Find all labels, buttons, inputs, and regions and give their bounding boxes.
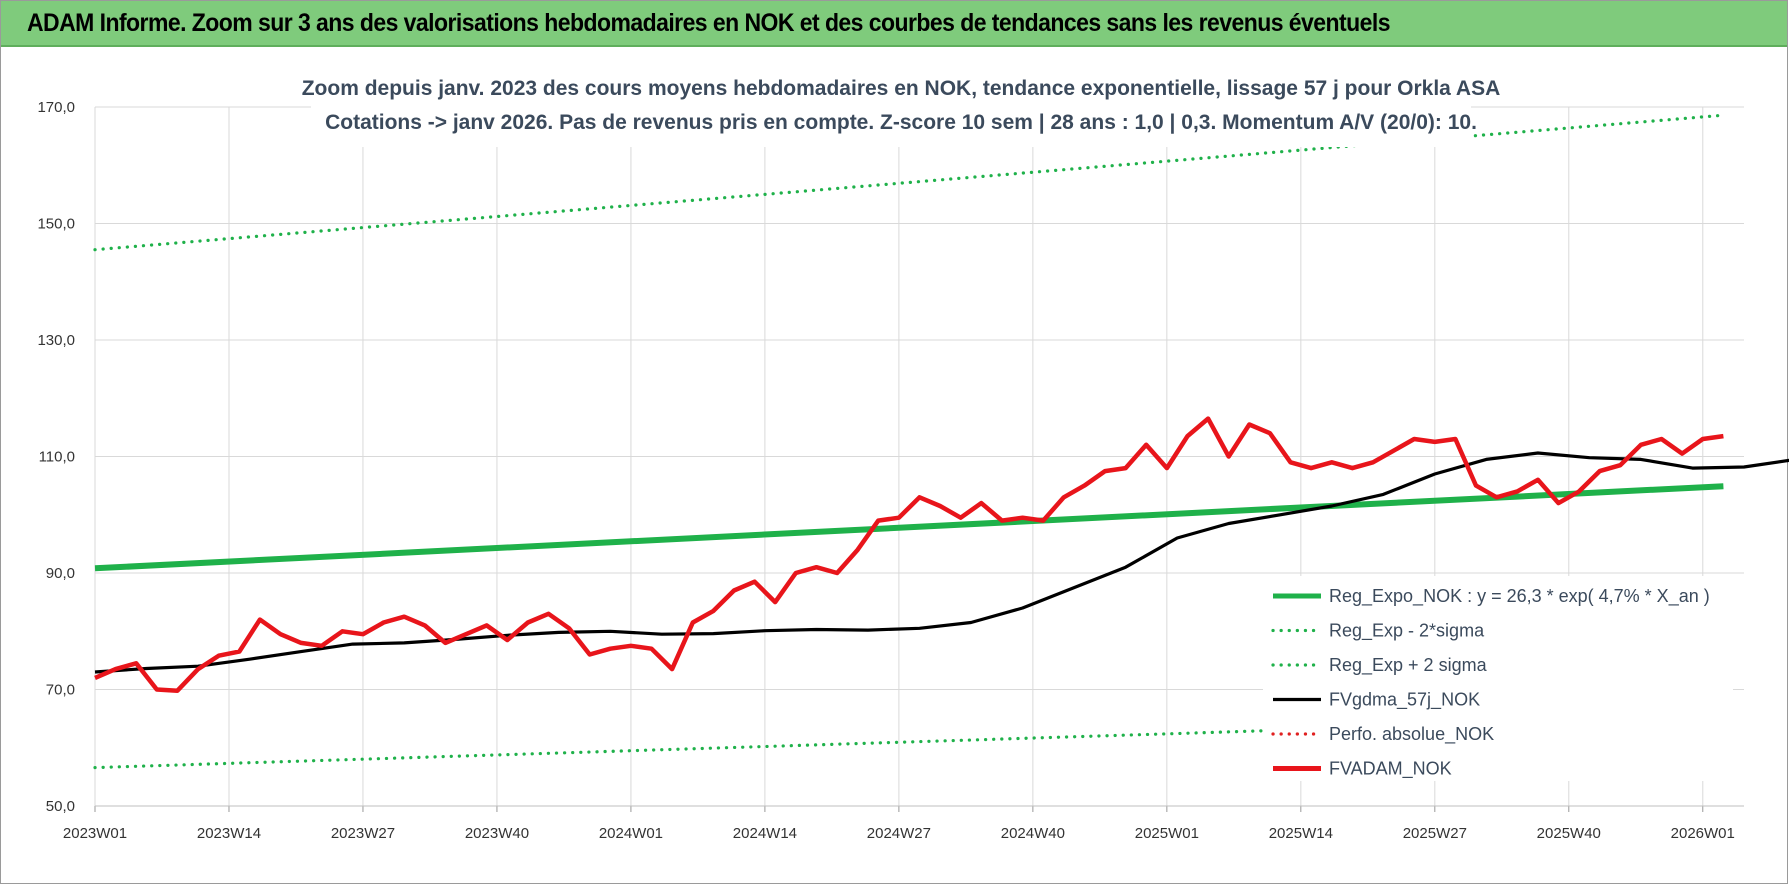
report-title: ADAM Informe. Zoom sur 3 ans des valoris… bbox=[27, 8, 1391, 37]
legend-label: Perfo. absolue_NOK bbox=[1329, 724, 1494, 745]
chart-title-block: Zoom depuis janv. 2023 des cours moyens … bbox=[302, 67, 1501, 147]
legend-label: FVgdma_57j_NOK bbox=[1329, 690, 1480, 711]
series-line-3 bbox=[94, 451, 1789, 674]
report-banner: ADAM Informe. Zoom sur 3 ans des valoris… bbox=[1, 1, 1787, 47]
axes: 50,0 70,0 90,0 110,0 130,0 150,0 170,0 2023W01 2… bbox=[37, 99, 1744, 842]
x-tick-label: 2023W40 bbox=[465, 825, 529, 842]
x-tick-label: 2025W40 bbox=[1537, 825, 1601, 842]
x-tick-label: 2023W01 bbox=[63, 825, 127, 842]
series-line-0 bbox=[94, 483, 1724, 572]
title-backdrop bbox=[311, 67, 1471, 147]
x-tick-label: 2024W14 bbox=[733, 825, 797, 842]
x-tick-label: 2024W40 bbox=[1001, 825, 1065, 842]
y-tick-label: 130,0 bbox=[37, 332, 75, 349]
chart-subtitle: Cotations -> janv 2026. Pas de revenus p… bbox=[325, 111, 1477, 134]
x-tick-label: 2025W27 bbox=[1403, 825, 1467, 842]
x-tick-label: 2023W27 bbox=[331, 825, 395, 842]
chart-title: Zoom depuis janv. 2023 des cours moyens … bbox=[302, 77, 1501, 100]
series-layer bbox=[93, 113, 1789, 770]
x-tick-label: 2024W01 bbox=[599, 825, 663, 842]
legend-box bbox=[1263, 576, 1733, 781]
series-line-5 bbox=[94, 416, 1724, 693]
x-tick-label: 2024W27 bbox=[867, 825, 931, 842]
legend: Reg_Expo_NOK : y = 26,3 * exp( 4,7% * X_… bbox=[1263, 576, 1733, 781]
y-tick-label: 70,0 bbox=[46, 682, 75, 699]
y-tick-label: 170,0 bbox=[37, 99, 75, 116]
x-tick-label: 2025W14 bbox=[1269, 825, 1333, 842]
x-tick-label: 2023W14 bbox=[197, 825, 261, 842]
legend-label: Reg_Exp - 2*sigma bbox=[1329, 621, 1485, 642]
y-tick-label: 50,0 bbox=[46, 798, 75, 815]
legend-label: FVADAM_NOK bbox=[1329, 759, 1452, 780]
x-tick-label: 2025W01 bbox=[1135, 825, 1199, 842]
legend-label: Reg_Expo_NOK : y = 26,3 * exp( 4,7% * X_… bbox=[1329, 586, 1710, 607]
y-tick-label: 150,0 bbox=[37, 216, 75, 233]
x-tick-label: 2026W01 bbox=[1671, 825, 1735, 842]
y-tick-label: 90,0 bbox=[46, 565, 75, 582]
y-tick-label: 110,0 bbox=[39, 449, 75, 466]
legend-label: Reg_Exp + 2 sigma bbox=[1329, 655, 1488, 676]
